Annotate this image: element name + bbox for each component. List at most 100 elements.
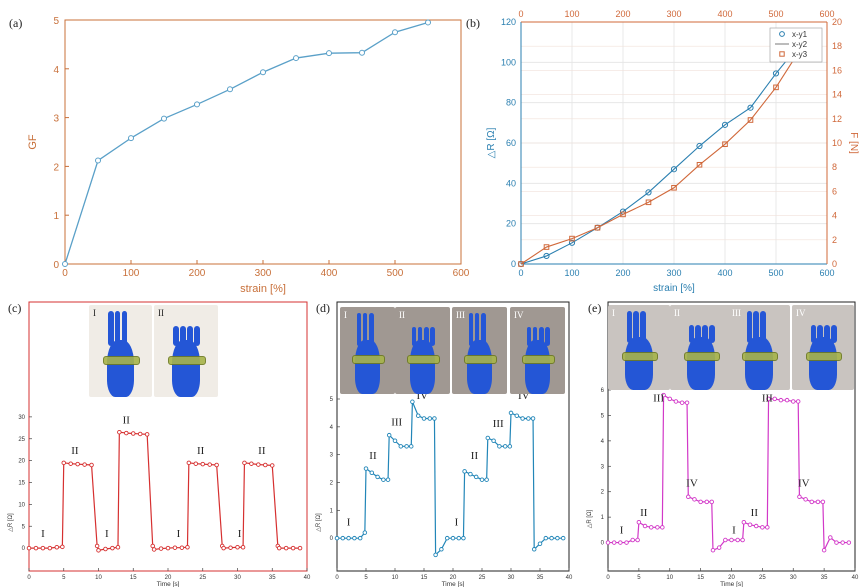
chart-e-annotation: III: [762, 392, 773, 404]
chart-c-point: [103, 546, 108, 552]
chart-c-point: [68, 461, 73, 466]
chart-b-y2tick-label: 4: [832, 211, 837, 221]
chart-b-xtick-label: 200: [615, 268, 630, 278]
chart-b-point-y3: [773, 84, 779, 91]
photo-d-3: III: [452, 307, 507, 394]
photo-pose-label: III: [456, 310, 465, 320]
chart-c-point: [144, 432, 150, 437]
chart-d-xtick-label: 35: [537, 575, 544, 581]
chart-b-point-y3: [569, 235, 575, 242]
chart-e-annotation: II: [751, 507, 759, 519]
chart-d-point: [386, 432, 392, 438]
chart-e-xtick-label: 5: [637, 575, 641, 581]
photo-pose-label: II: [158, 308, 164, 318]
chart-c-point: [115, 545, 121, 550]
chart-e-point: [729, 537, 734, 543]
chart-b-xtick-label: 500: [768, 268, 783, 278]
chart-b-series-y3: [520, 47, 802, 265]
chart-e-annotation: IV: [798, 478, 810, 490]
chart-a-point: [194, 101, 200, 108]
glove-hand-icon: [525, 340, 550, 394]
chart-d-annotation: II: [471, 450, 479, 462]
chart-e-xtick-label: 15: [697, 575, 704, 581]
chart-d-annotation: I: [347, 517, 351, 529]
photo-pose-label: I: [93, 308, 96, 318]
chart-e-point: [772, 396, 777, 402]
chart-b-legend-box: [769, 27, 823, 63]
chart-d-point: [461, 535, 466, 541]
glove-finger-icon: [709, 324, 715, 344]
chart-c-point: [283, 545, 289, 551]
chart-e-point: [692, 497, 697, 502]
chart-c-point: [186, 460, 192, 466]
chart-c-point: [61, 460, 67, 466]
chart-a-point: [293, 55, 299, 62]
chart-e-point: [797, 494, 802, 500]
glove-finger-icon: [526, 326, 532, 347]
chart-a-point: [128, 135, 134, 142]
chart-d-annotation: III: [493, 418, 504, 430]
chart-b-y2tick-label: 0: [832, 259, 837, 269]
chart-d-point: [531, 547, 537, 552]
chart-a-xtick-label: 500: [387, 268, 404, 279]
chart-c-ytick-label: 5: [22, 524, 26, 530]
chart-e-point: [673, 399, 679, 404]
chart-b-x2tick-label: 300: [666, 9, 681, 19]
chart-e-annotation: I: [732, 525, 736, 537]
glove-finger-icon: [107, 311, 114, 346]
chart-e-point: [605, 540, 611, 545]
glove-hand-icon: [687, 337, 715, 390]
photo-e-2: II: [670, 305, 732, 390]
chart-c-xtick-label: 35: [269, 575, 276, 581]
chart-e-point: [760, 525, 765, 530]
chart-d-point: [357, 535, 363, 541]
chart-e-point: [655, 525, 660, 530]
chart-c-point: [200, 461, 205, 467]
glove-finger-icon: [423, 326, 429, 347]
glove-finger-icon: [411, 326, 417, 347]
chart-c-point: [207, 462, 212, 467]
chart-e-point: [698, 499, 703, 505]
chart-e-ytick-label: 5: [601, 413, 605, 419]
chart-d-point: [507, 444, 513, 449]
chart-b-x2tick-label: 0: [518, 9, 523, 19]
chart-e-annotation: IV: [686, 478, 698, 490]
chart-b-ytick-label: 60: [506, 138, 516, 148]
chart-e-ytick-label: 1: [601, 515, 605, 521]
chart-c-point: [179, 545, 185, 550]
chart-b-point-y3: [645, 199, 652, 206]
chart-c-point: [185, 545, 190, 550]
chart-a-ytick-label: 3: [53, 114, 59, 125]
chart-e-point: [630, 537, 635, 543]
chart-a-xlabel: strain [%]: [240, 283, 286, 295]
chart-d-point: [362, 530, 368, 535]
chart-e-point: [820, 499, 826, 505]
chart-c-point: [276, 545, 282, 551]
chart-c-point: [270, 463, 275, 468]
chart-c-ylabel: △R [Ω]: [8, 513, 14, 532]
chart-b-point-y3: [671, 184, 677, 191]
chart-d-point: [560, 535, 566, 541]
photo-pose-label: II: [674, 308, 680, 318]
chart-d-point: [484, 477, 489, 482]
chart-b-legend: x-y1x-y2x-y3: [769, 27, 823, 63]
glove-finger-icon: [194, 325, 201, 346]
chart-e-point: [667, 396, 673, 402]
glove-hand-icon: [410, 340, 435, 394]
chart-d-point: [491, 438, 496, 444]
chart-a-xtick-label: 0: [62, 268, 68, 279]
chart-d-point: [520, 416, 525, 421]
sensor-band-icon: [805, 351, 843, 361]
chart-d-point: [346, 535, 351, 541]
chart-d-point: [502, 444, 508, 449]
photo-pose-label: II: [399, 310, 405, 320]
glove-finger-icon: [429, 326, 435, 347]
chart-e-point: [766, 396, 771, 402]
glove-hand-icon: [355, 340, 380, 394]
chart-d-point: [432, 416, 437, 421]
chart-e-xtick-label: 30: [790, 575, 797, 581]
chart-c-point: [158, 546, 164, 551]
chart-c-point: [228, 545, 233, 550]
chart-c-annotation: I: [238, 528, 242, 540]
chart-e-point: [784, 397, 790, 403]
